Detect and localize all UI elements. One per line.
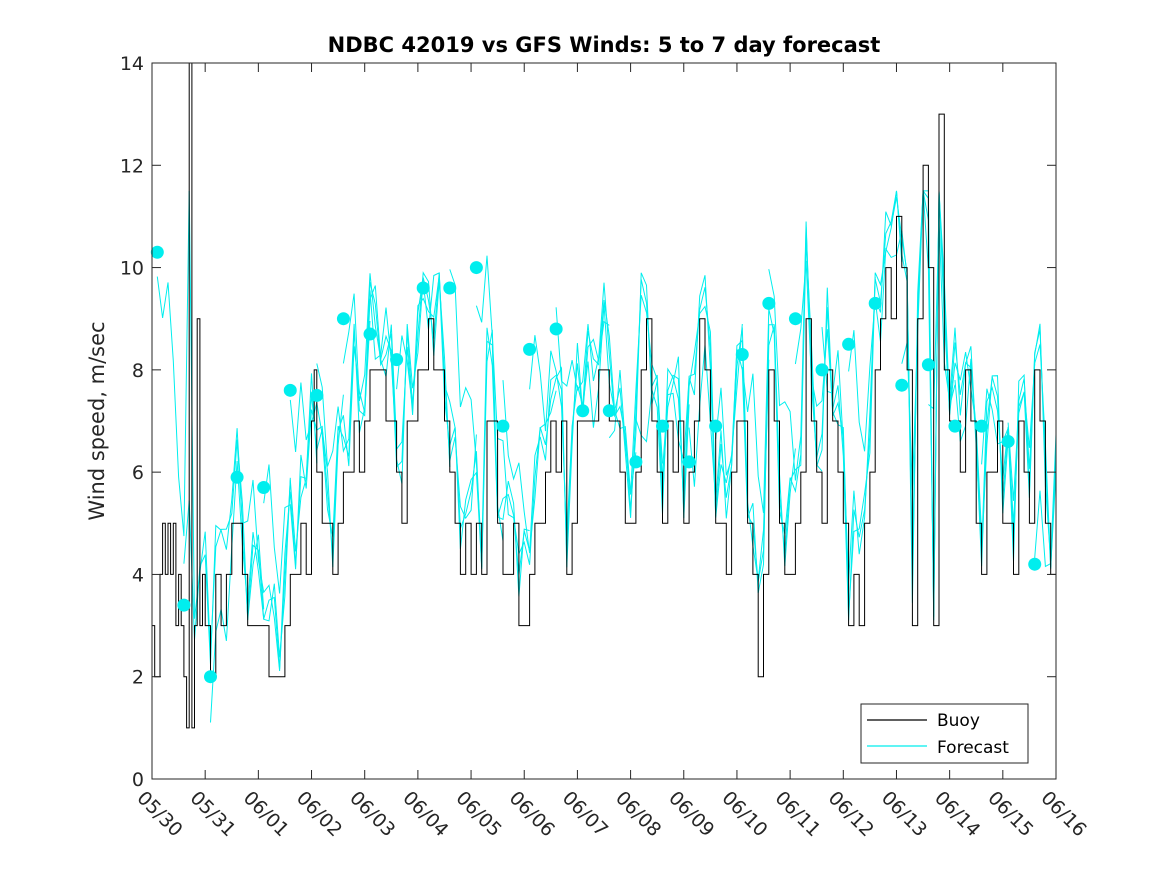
forecast-point (443, 281, 457, 295)
y-tick-label: 6 (132, 462, 144, 484)
legend-label-forecast: Forecast (937, 738, 1009, 758)
forecast-point (257, 480, 271, 494)
forecast-trace (183, 428, 291, 665)
y-axis-label: Wind speed, m/sec (85, 321, 109, 520)
x-tick-label: 06/10 (717, 787, 771, 841)
forecast-point (735, 348, 749, 362)
buoy-series (152, 63, 1056, 729)
y-tick-label: 4 (132, 564, 144, 586)
y-tick-label: 10 (120, 258, 144, 280)
forecast-point (1001, 434, 1015, 448)
x-tick-label: 06/15 (983, 787, 1037, 841)
x-tick-label: 06/12 (824, 787, 878, 841)
y-tick-label: 12 (120, 155, 144, 177)
forecast-point (629, 455, 643, 469)
legend-label-buoy: Buoy (937, 711, 980, 731)
forecast-series (156, 189, 1056, 723)
x-tick-label: 05/30 (132, 787, 186, 841)
legend: Buoy Forecast (860, 703, 1029, 764)
forecast-point (576, 404, 590, 418)
forecast-point (1028, 557, 1042, 571)
forecast-point (496, 419, 510, 433)
forecast-point (523, 342, 537, 356)
x-tick-label: 05/31 (186, 787, 240, 841)
forecast-point (842, 337, 856, 351)
legend-box (860, 703, 1029, 764)
forecast-point (602, 404, 616, 418)
forecast-trace (236, 394, 344, 672)
x-tick-label: 06/11 (771, 787, 825, 841)
x-tick-label: 06/04 (398, 787, 452, 841)
y-axis: 0 2 4 6 8 10 12 14 (120, 53, 1056, 791)
forecast-point (895, 378, 909, 392)
plot-area (151, 62, 1057, 780)
forecast-trace (289, 285, 398, 537)
forecast-point (336, 312, 350, 326)
forecast-point (655, 419, 669, 433)
forecast-point (868, 296, 882, 310)
forecast-point (150, 245, 164, 259)
x-tick-label: 06/08 (611, 787, 665, 841)
forecast-trace (901, 190, 1009, 604)
x-tick-label: 06/13 (877, 787, 931, 841)
forecast-point (762, 296, 776, 310)
forecast-point (230, 470, 244, 484)
forecast-point (469, 261, 483, 275)
forecast-trace (449, 269, 557, 576)
y-tick-label: 8 (132, 360, 144, 382)
y-tick-label: 2 (132, 667, 144, 689)
forecast-point (815, 363, 829, 377)
x-tick-label: 06/06 (505, 787, 559, 841)
forecast-trace (502, 320, 610, 557)
forecast-trace (422, 272, 530, 597)
x-tick-label: 06/16 (1036, 787, 1090, 841)
forecast-point (203, 670, 217, 684)
x-tick-label: 06/02 (292, 787, 346, 841)
forecast-markers (150, 245, 1042, 684)
forecast-point (975, 419, 989, 433)
x-tick-label: 06/07 (558, 787, 612, 841)
forecast-point (363, 327, 377, 341)
forecast-trace (1034, 457, 1056, 568)
x-tick-label: 06/09 (664, 787, 718, 841)
forecast-point (948, 419, 962, 433)
forecast-point (709, 419, 723, 433)
forecast-trace (555, 272, 663, 511)
forecast-point (921, 358, 935, 372)
forecast-point (177, 598, 191, 612)
forecast-trace (369, 272, 477, 520)
forecast-point (416, 281, 430, 295)
x-tick-label: 06/03 (345, 787, 399, 841)
forecast-trace (210, 373, 318, 723)
forecast-point (549, 322, 563, 336)
forecast-point (682, 455, 696, 469)
forecast-trace (582, 279, 690, 519)
chart-title: NDBC 42019 vs GFS Winds: 5 to 7 day fore… (328, 33, 881, 57)
x-tick-label: 06/14 (930, 787, 984, 841)
forecast-point (390, 353, 404, 367)
forecast-trace (954, 344, 1056, 567)
forecast-point (788, 312, 802, 326)
y-tick-label: 0 (132, 769, 144, 791)
forecast-point (283, 383, 297, 397)
buoy-line (152, 63, 1056, 729)
forecast-point (310, 388, 324, 402)
x-tick-label: 06/01 (239, 787, 293, 841)
x-tick-label: 06/05 (452, 787, 506, 841)
y-tick-label: 14 (120, 53, 144, 75)
